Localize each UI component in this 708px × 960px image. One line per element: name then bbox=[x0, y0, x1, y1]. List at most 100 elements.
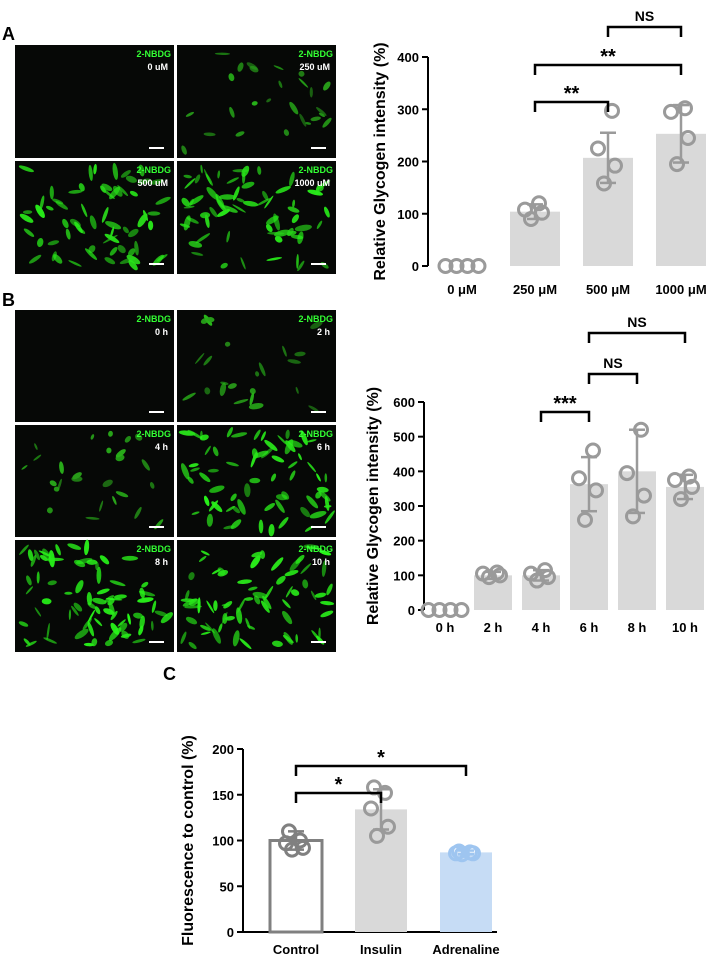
cell-mark bbox=[121, 555, 139, 561]
cell-mark bbox=[206, 513, 214, 527]
cell-mark bbox=[292, 199, 296, 208]
cell-mark bbox=[318, 112, 325, 118]
cell-mark bbox=[300, 563, 312, 574]
cell-mark bbox=[275, 499, 285, 513]
y-tick-label: 600 bbox=[393, 395, 415, 410]
y-tick-label: 0 bbox=[412, 259, 419, 274]
cell-mark bbox=[87, 609, 96, 623]
data-point bbox=[531, 195, 547, 212]
cell-mark bbox=[82, 618, 92, 631]
cell-mark bbox=[180, 631, 187, 645]
cell-mark bbox=[282, 610, 293, 625]
x-tick-label: 2 h bbox=[484, 620, 503, 635]
cell-mark bbox=[289, 171, 295, 187]
significance-label: NS bbox=[603, 355, 622, 371]
cell-mark bbox=[134, 240, 139, 256]
cell-mark bbox=[46, 507, 53, 514]
cell-mark bbox=[147, 220, 154, 231]
cell-mark bbox=[216, 209, 231, 217]
bar bbox=[440, 852, 492, 932]
cell-mark bbox=[188, 641, 197, 650]
cell-mark bbox=[225, 505, 236, 512]
cell-mark bbox=[186, 217, 199, 224]
cell-mark bbox=[204, 387, 211, 395]
micrograph-tile: 2-NBDG 2 h bbox=[177, 310, 336, 422]
y-tick-label: 100 bbox=[212, 834, 234, 849]
data-point bbox=[663, 103, 679, 120]
cell-mark bbox=[113, 594, 127, 599]
cell-mark bbox=[266, 215, 279, 225]
cell-mark bbox=[151, 600, 157, 613]
cell-mark bbox=[128, 228, 139, 238]
cell-mark bbox=[295, 386, 299, 394]
data-point bbox=[585, 442, 601, 459]
cell-mark bbox=[189, 195, 204, 206]
cell-mark bbox=[316, 180, 331, 190]
x-tick-label: 500 μM bbox=[586, 282, 630, 297]
cell-mark bbox=[73, 602, 83, 612]
data-point bbox=[625, 508, 641, 525]
stain-label: 2-NBDG bbox=[136, 544, 171, 554]
cell-mark bbox=[323, 81, 331, 91]
data-point bbox=[453, 602, 470, 618]
cell-mark bbox=[271, 640, 283, 647]
cell-mark bbox=[277, 435, 288, 446]
cell-mark bbox=[200, 430, 203, 439]
cell-mark bbox=[220, 381, 229, 385]
cell-mark bbox=[316, 107, 327, 116]
cell-mark bbox=[129, 190, 138, 197]
cell-mark bbox=[195, 233, 211, 244]
cell-mark bbox=[247, 625, 256, 630]
cell-mark bbox=[318, 627, 321, 641]
cell-mark bbox=[19, 213, 34, 223]
cell-mark bbox=[248, 586, 258, 591]
cell-mark bbox=[237, 62, 244, 72]
data-point bbox=[451, 843, 467, 860]
cell-mark bbox=[187, 429, 203, 439]
y-tick-label: 200 bbox=[212, 742, 234, 757]
cell-mark bbox=[33, 454, 42, 461]
cell-mark bbox=[160, 612, 173, 624]
cell-mark bbox=[266, 98, 272, 103]
cell-mark bbox=[124, 435, 132, 443]
significance-label: NS bbox=[635, 8, 654, 24]
cell-mark bbox=[226, 230, 231, 243]
cell-mark bbox=[275, 186, 291, 194]
cell-mark bbox=[106, 447, 112, 454]
cell-mark bbox=[84, 539, 90, 556]
cell-mark bbox=[228, 73, 235, 82]
cell-mark bbox=[99, 500, 104, 512]
y-tick-label: 50 bbox=[220, 879, 234, 894]
panel-letter-c: C bbox=[163, 664, 176, 684]
cell-mark bbox=[149, 482, 155, 489]
stain-label: 2-NBDG bbox=[136, 429, 171, 439]
cell-mark bbox=[249, 477, 261, 484]
data-point bbox=[607, 157, 623, 174]
chart-c: 0 50 100 150 200 Fluorescence to control (%) C… bbox=[180, 735, 500, 957]
cell-mark bbox=[115, 491, 129, 498]
cell-mark bbox=[93, 163, 97, 175]
cell-mark bbox=[212, 446, 219, 457]
data-point bbox=[633, 421, 649, 438]
cell-mark bbox=[103, 608, 115, 615]
cell-mark bbox=[216, 198, 227, 213]
cell-mark bbox=[62, 218, 69, 229]
data-point bbox=[448, 258, 465, 274]
cell-mark bbox=[282, 345, 287, 357]
cell-mark bbox=[65, 228, 71, 240]
cell-mark bbox=[230, 493, 237, 502]
cell-mark bbox=[137, 178, 152, 185]
cell-mark bbox=[284, 570, 299, 577]
cell-mark bbox=[183, 205, 195, 209]
cell-mark bbox=[226, 177, 239, 184]
data-point bbox=[295, 839, 311, 856]
cell-mark bbox=[241, 165, 250, 177]
cell-mark bbox=[299, 113, 307, 127]
cell-mark bbox=[180, 463, 190, 480]
x-tick-label: 0 h bbox=[436, 620, 455, 635]
cell-mark bbox=[85, 516, 100, 520]
cell-mark bbox=[289, 470, 296, 481]
cell-mark bbox=[291, 214, 300, 224]
